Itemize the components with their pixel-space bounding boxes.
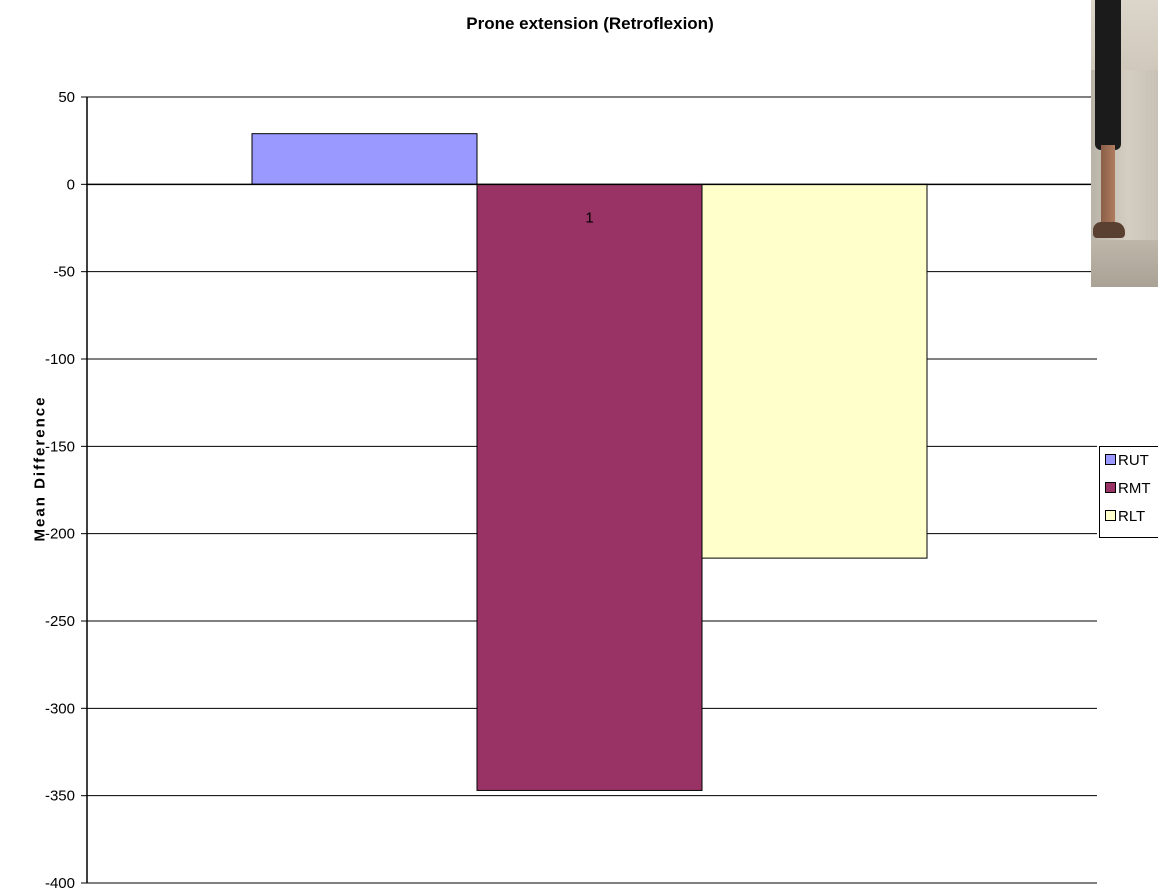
legend-item-rmt: RMT (1105, 480, 1151, 500)
bar-rmt (476, 183, 703, 791)
y-tick-label: -250 (45, 613, 75, 630)
y-tick-label: -400 (45, 875, 75, 891)
axes (81, 96, 1097, 884)
y-tick-label: -350 (45, 788, 75, 805)
y-tick-label: -200 (45, 526, 75, 543)
photo-leg (1095, 0, 1121, 150)
legend-item-rlt: RLT (1105, 508, 1145, 528)
legend-label-rmt: RMT (1118, 480, 1151, 497)
photo-floor (1091, 240, 1158, 287)
legend: RUT RMT RLT (1099, 446, 1158, 538)
photo-shoe (1093, 222, 1125, 238)
y-tick-label: 50 (58, 89, 75, 106)
y-tick-label: 0 (67, 176, 75, 193)
bars (251, 133, 928, 791)
legend-swatch-rlt (1105, 510, 1116, 522)
y-tick-label: -50 (53, 264, 75, 281)
photo-thumbnail (1091, 0, 1158, 287)
bar-rut (251, 133, 478, 185)
y-tick-label: -150 (45, 438, 75, 455)
category-labels: 1 (585, 209, 593, 226)
chart-title: Prone extension (Retroflexion) (466, 14, 714, 33)
legend-swatch-rut (1105, 454, 1116, 466)
bar-rlt (701, 183, 928, 559)
category-label: 1 (585, 209, 593, 226)
legend-label-rut: RUT (1118, 452, 1149, 469)
y-axis-label: Mean Difference (31, 395, 49, 542)
y-tick-labels: 50 0 -50 -100 -150 -200 -250 -300 -350 -400 (45, 89, 75, 891)
y-tick-label: -300 (45, 700, 75, 717)
legend-label-rlt: RLT (1118, 508, 1146, 525)
legend-swatch-rmt (1105, 482, 1116, 494)
photo-shin (1101, 145, 1115, 225)
legend-item-rut: RUT (1105, 452, 1149, 472)
y-tick-label: -100 (45, 351, 75, 368)
